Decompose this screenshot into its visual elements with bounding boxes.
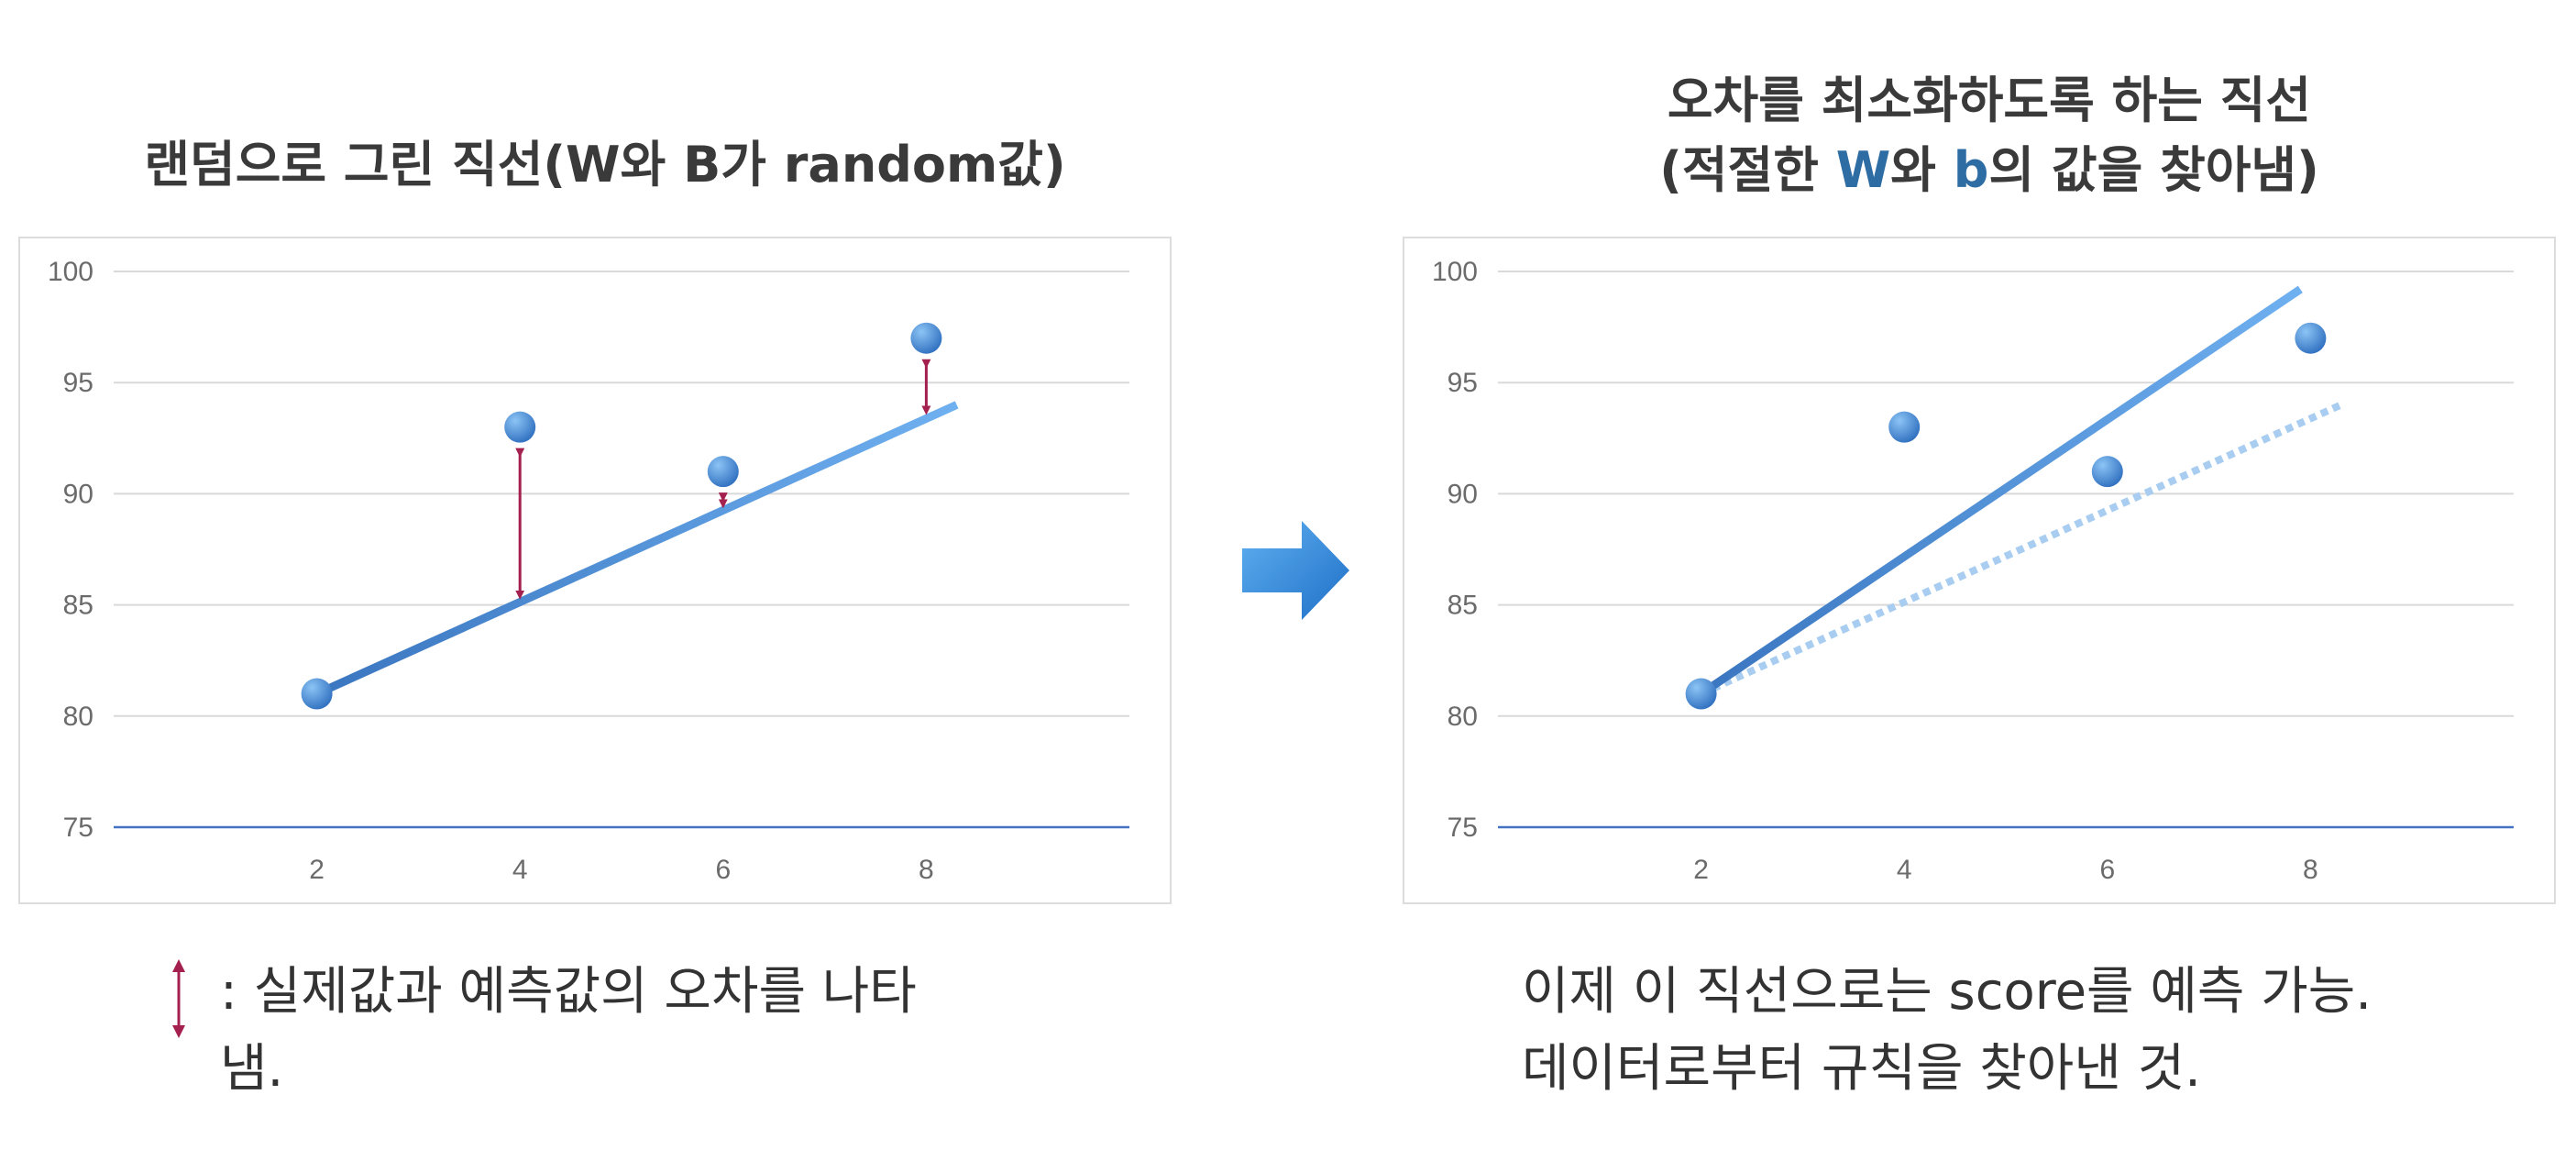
right-data-point-0 xyxy=(1685,678,1717,710)
left-ytick-90: 90 xyxy=(63,479,94,509)
right-title-line1: 오차를 최소화하도록 하는 직선 xyxy=(1667,72,2312,129)
double-headed-arrow-icon xyxy=(172,959,185,1038)
right-chart-title: 오차를 최소화하도록 하는 직선 (적절한 W와 b의 값을 찾아냄) xyxy=(1403,66,2576,205)
right-xtick-8: 8 xyxy=(2303,855,2318,885)
right-title-part-b: 와 xyxy=(1890,141,1954,199)
left-xtick-4: 4 xyxy=(512,855,528,885)
left-ytick-95: 95 xyxy=(63,368,94,398)
left-scatter-chart: 75 80 85 90 95 100 2 4 6 8 xyxy=(48,257,1129,885)
right-chart-panel: 75 80 85 90 95 100 2 4 6 8 xyxy=(1403,237,2556,904)
right-ytick-80: 80 xyxy=(1448,702,1478,732)
right-data-point-2 xyxy=(2091,456,2123,488)
left-ytick-85: 85 xyxy=(63,591,94,621)
left-xtick-2: 2 xyxy=(309,855,325,885)
right-data-point-1 xyxy=(1888,411,1921,443)
right-data-point-3 xyxy=(2295,322,2327,354)
right-ytick-85: 85 xyxy=(1448,591,1478,621)
conclusion-line-1: 이제 이 직선으로는 score를 예측 가능. xyxy=(1522,962,2372,1022)
right-xtick-2: 2 xyxy=(1693,855,1709,885)
right-scatter-chart: 75 80 85 90 95 100 2 4 6 8 xyxy=(1432,257,2514,885)
error-legend-text: : 실제값과 예측값의 오차를 나타냄. xyxy=(220,962,917,1099)
right-ytick-100: 100 xyxy=(1432,257,1478,287)
left-ytick-75: 75 xyxy=(63,813,94,843)
w-variable: W xyxy=(1835,141,1891,199)
left-data-point-2 xyxy=(707,456,739,488)
left-xtick-6: 6 xyxy=(715,855,731,885)
left-chart-panel: 75 80 85 90 95 100 2 4 6 8 xyxy=(18,237,1172,904)
right-xtick-4: 4 xyxy=(1897,855,1912,885)
right-ytick-75: 75 xyxy=(1448,813,1478,843)
left-data-point-1 xyxy=(504,411,536,443)
right-arrow-icon xyxy=(1242,521,1349,620)
right-title-line2: (적절한 W와 b의 값을 찾아냄) xyxy=(1403,136,2576,205)
conclusion-line-2: 데이터로부터 규칙을 찾아낸 것. xyxy=(1522,1039,2201,1099)
right-fit-line xyxy=(1699,285,2303,698)
left-fit-line xyxy=(314,401,959,698)
left-ytick-80: 80 xyxy=(63,702,94,732)
right-title-part-c: 의 값을 찾아냄) xyxy=(1988,141,2319,199)
conclusion-text: 이제 이 직선으로는 score를 예측 가능. 데이터로부터 규칙을 찾아낸 … xyxy=(1522,954,2548,1108)
right-xtick-6: 6 xyxy=(2099,855,2115,885)
b-variable: b xyxy=(1953,141,1989,199)
left-data-point-0 xyxy=(301,678,333,710)
right-previous-line xyxy=(1699,401,2343,698)
left-xtick-8: 8 xyxy=(919,855,934,885)
left-ytick-100: 100 xyxy=(48,257,94,287)
right-ytick-90: 90 xyxy=(1448,479,1478,509)
right-ytick-95: 95 xyxy=(1448,368,1478,398)
right-title-part-a: (적절한 xyxy=(1659,141,1836,199)
left-data-point-3 xyxy=(910,322,942,354)
left-chart-title: 랜덤으로 그린 직선(W와 B가 random값) xyxy=(144,136,1066,194)
